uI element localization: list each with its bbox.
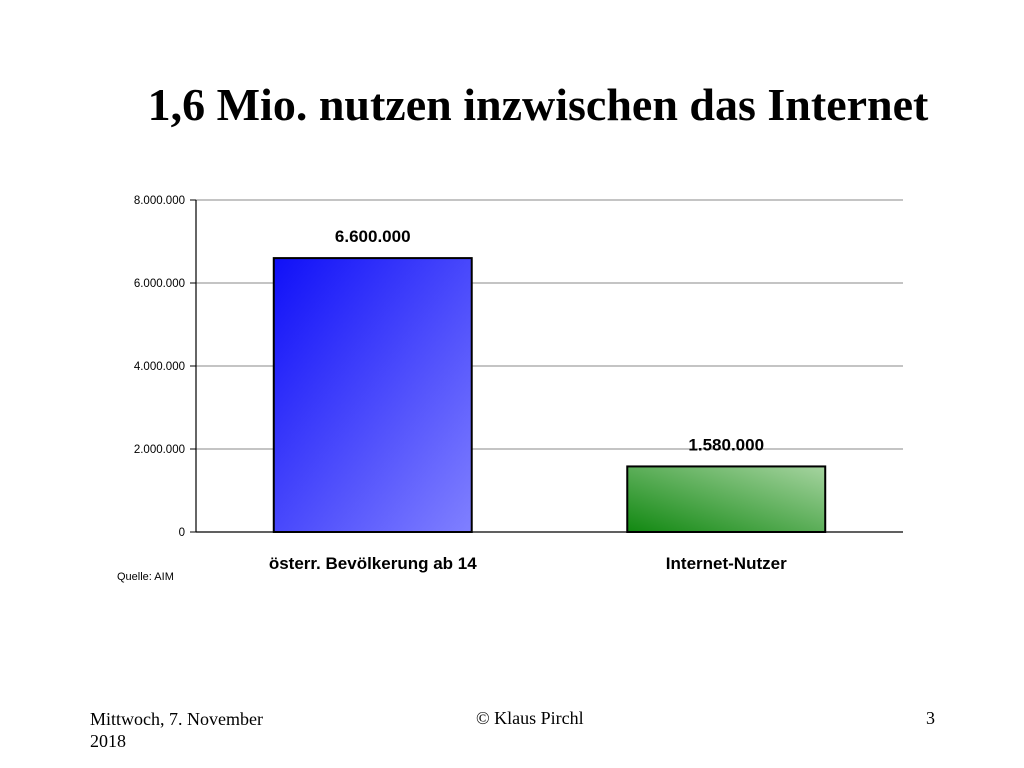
source-note: Quelle: AIM — [117, 571, 174, 583]
data-label: 1.580.000 — [688, 435, 764, 454]
footer-date: Mittwoch, 7. November 2018 — [90, 709, 263, 751]
labels: 0 2.000.000 4.000.000 6.000.000 8.000.000 6.6… — [134, 195, 787, 573]
category-label: Internet-Nutzer — [666, 554, 787, 573]
y-tick-label: 6.000.000 — [134, 278, 185, 290]
y-tick-label: 0 — [179, 527, 185, 539]
y-tick-label: 2.000.000 — [134, 444, 185, 456]
category-label: österr. Bevölkerung ab 14 — [269, 554, 477, 573]
slide-title: 1,6 Mio. nutzen inzwischen das Internet — [147, 79, 929, 130]
footer-author: © Klaus Pirchl — [476, 708, 584, 728]
page-number: 3 — [926, 708, 935, 728]
bar — [626, 465, 827, 533]
bars — [272, 257, 827, 533]
y-tick-label: 8.000.000 — [134, 195, 185, 207]
data-label: 6.600.000 — [335, 227, 411, 246]
y-tick-label: 4.000.000 — [134, 361, 185, 373]
bar — [272, 257, 473, 533]
